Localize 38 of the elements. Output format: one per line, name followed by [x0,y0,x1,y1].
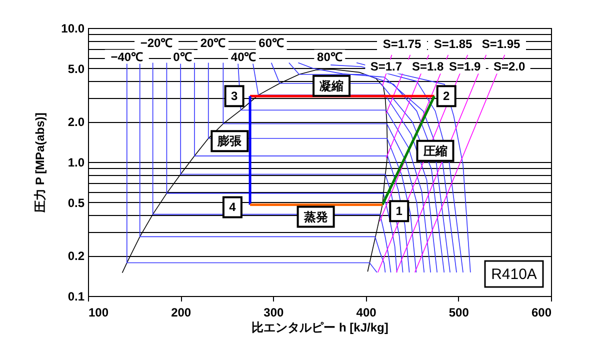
annotation: 1 [396,204,403,218]
annotation: S=1.85 [434,37,473,51]
annotation: 膨張 [216,134,243,148]
annotation: 0℃ [173,50,192,64]
annotation: S=1.8 [412,60,444,74]
x-tick-label: 500 [448,306,470,320]
x-tick-label: 100 [88,306,109,320]
annotation: S=1.75 [382,37,422,51]
y-tick-label: 2.0 [68,115,85,130]
annotation: −20℃ [140,36,173,50]
annotation: 4 [229,200,236,214]
annotation: S=1.95 [482,37,521,51]
y-tick-label: 0.5 [68,196,85,210]
y-tick-label: 0.1 [68,290,85,304]
annotation: 80℃ [317,50,342,64]
annotation: −40℃ [110,50,144,64]
y-tick-label: 0.2 [68,249,85,264]
annotation: S=2.0 [493,60,526,74]
annotation: 20℃ [200,36,226,50]
x-tick-label: 300 [264,306,284,320]
x-tick-label: 600 [531,306,552,320]
annotation: 圧縮 [422,144,448,158]
annotation: 60℃ [258,36,284,50]
x-axis-title: 比エンタルピー h [kJ/kg] [252,320,388,334]
annotation: 蒸発 [302,210,328,224]
x-tick-label: 200 [171,306,192,320]
annotation: 2 [443,89,450,104]
y-tick-label: 10.0 [61,22,85,36]
y-tick-label: 1.0 [68,156,85,170]
annotation: R410A [491,266,537,283]
annotation: 凝縮 [320,78,344,93]
y-tick-label: 5.0 [68,62,85,76]
annotation: S=1.9 [449,60,482,74]
annotation: 40℃ [230,50,256,64]
annotation: S=1.7 [370,60,402,74]
x-tick-label: 400 [356,306,377,320]
annotation: 3 [230,89,238,104]
y-axis-title: 圧力 P [MPa(abs)] [33,112,48,214]
